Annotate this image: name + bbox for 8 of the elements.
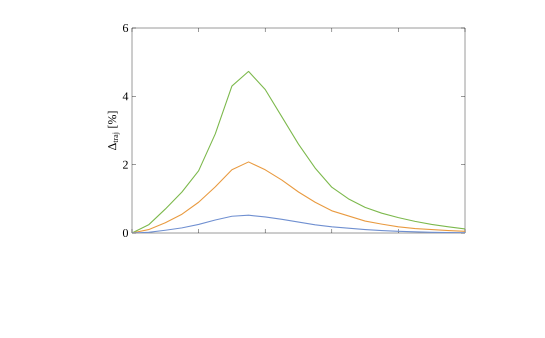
line-series <box>132 161 466 233</box>
y-tick-label: 6 <box>122 24 128 32</box>
y-tick-label: 4 <box>122 92 128 100</box>
line-series <box>132 214 466 233</box>
line-series <box>132 70 466 233</box>
y-tick-label: 0 <box>122 228 128 238</box>
y-tick-label: 2 <box>123 160 128 169</box>
y-axis-title: Δ$_{traj}$ [%] <box>108 111 120 150</box>
